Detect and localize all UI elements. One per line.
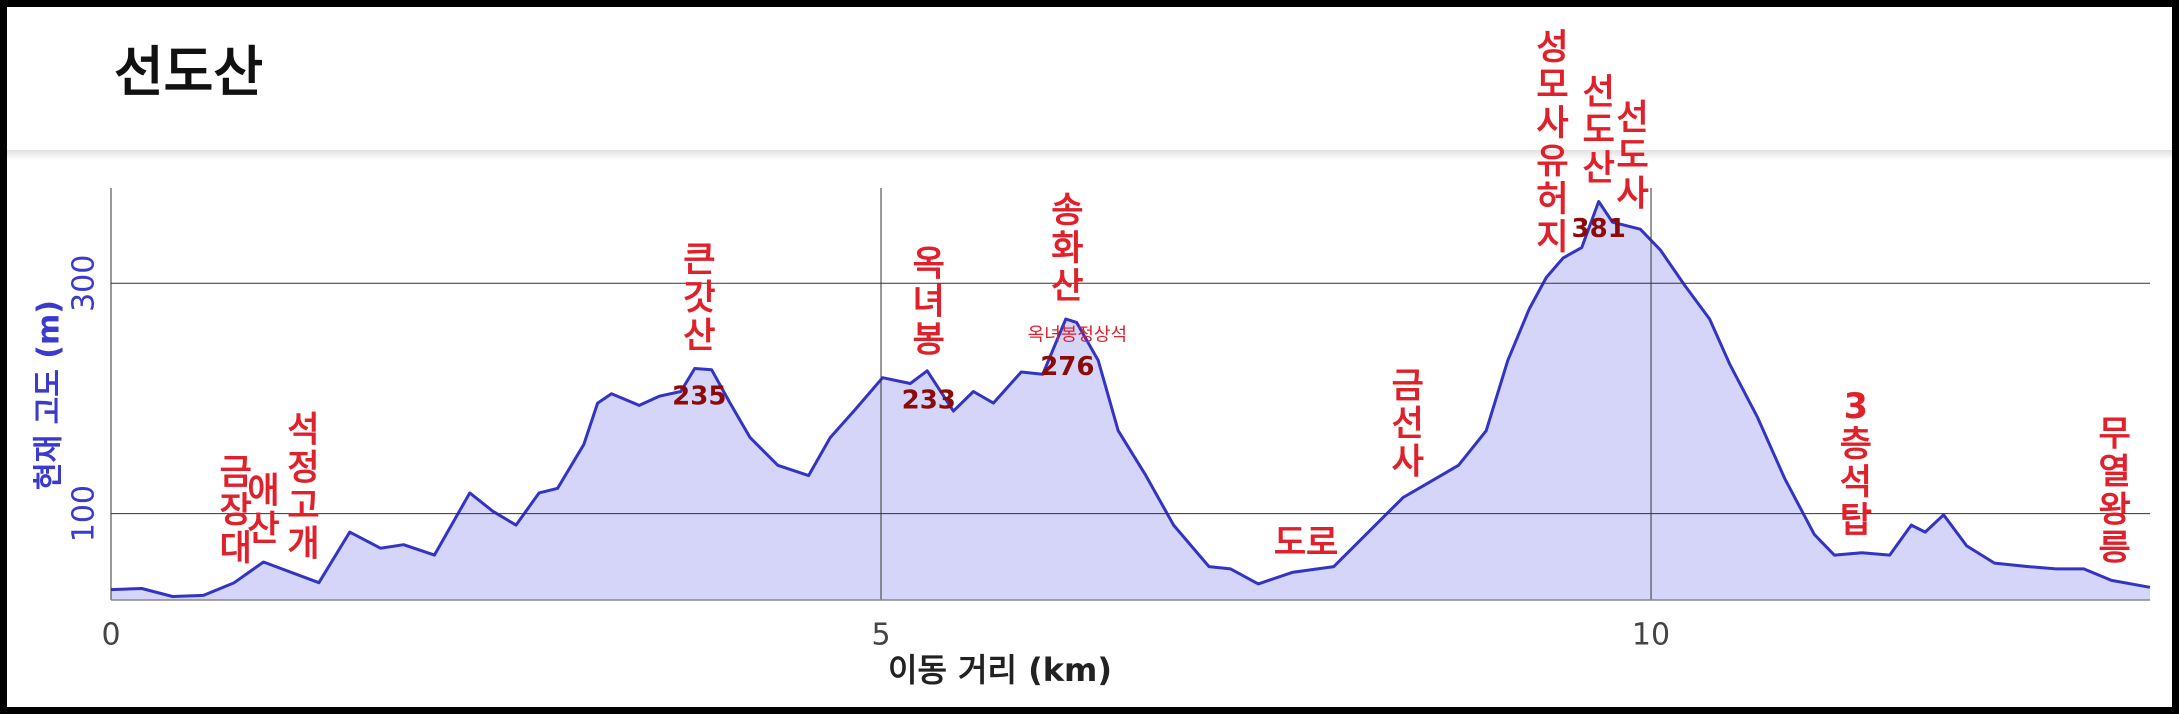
elevation-area bbox=[111, 201, 2150, 600]
x-axis-label: 이동 거리 (km) bbox=[888, 651, 1112, 689]
x-tick-label: 10 bbox=[1632, 618, 1670, 653]
peak-value: 276 bbox=[1040, 352, 1094, 382]
peak-value: 235 bbox=[672, 381, 726, 411]
annotation-label: 도로 bbox=[1274, 523, 1338, 563]
chart: 선도산 이동 거리 (km) 현재 고도 (m) 100 300 0 5 10 금 장 대애 산… bbox=[7, 7, 2172, 689]
header-shadow bbox=[7, 150, 2172, 160]
x-tick-label: 5 bbox=[871, 618, 890, 653]
peak-value: 233 bbox=[902, 386, 956, 416]
annotation-sublabel: 옥녀봉정상석 bbox=[1028, 324, 1127, 345]
x-tick-label: 0 bbox=[101, 618, 120, 653]
chart-title: 선도산 bbox=[114, 41, 263, 104]
y-axis-label: 현재 고도 (m) bbox=[32, 300, 67, 490]
peak-value: 381 bbox=[1572, 214, 1626, 244]
header bbox=[7, 7, 2172, 150]
y-tick-label: 100 bbox=[67, 485, 102, 542]
elevation-line bbox=[110, 200, 2151, 598]
y-tick-label: 300 bbox=[67, 255, 102, 312]
